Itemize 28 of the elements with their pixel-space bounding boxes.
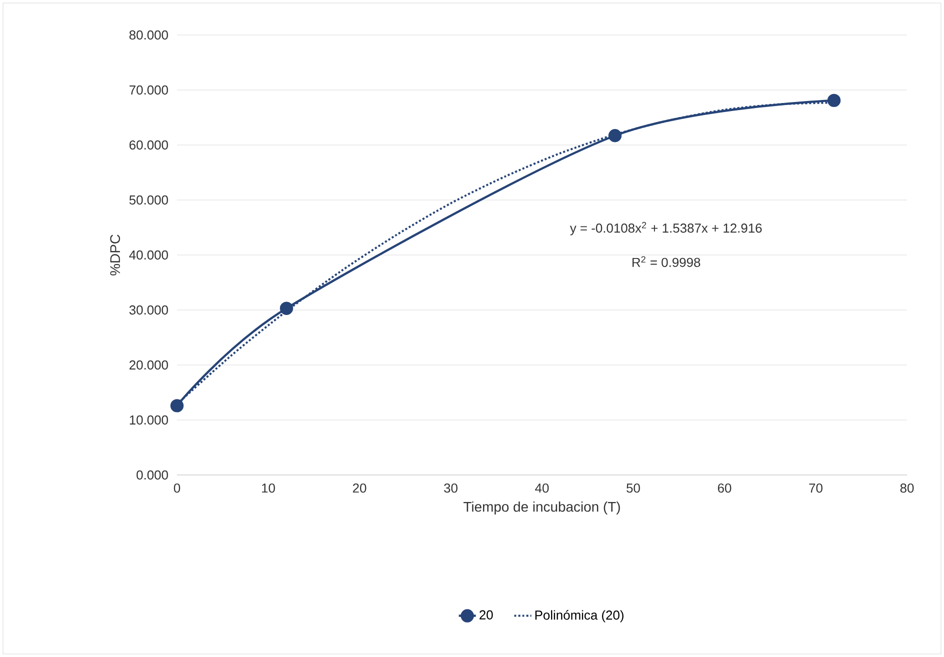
legend-label: 20	[480, 610, 493, 620]
annotation: R$^{2}$ = 0.9998	[632, 256, 700, 267]
point	[170, 399, 184, 412]
x-axis-title: Tiempo de incubacion (T)	[464, 502, 620, 514]
y-axis-title: %DPC	[110, 234, 120, 276]
y-tick-label: 10.000	[130, 415, 168, 425]
y-tick-label: 70.000	[130, 85, 168, 95]
x-tick-label: 0	[174, 484, 180, 493]
x-tick-label: 60	[718, 484, 732, 493]
y-tick-label: 80.000	[129, 30, 168, 40]
point	[608, 129, 622, 142]
y-tick-label: 0.000	[136, 470, 168, 480]
y-tick-label: 20.000	[130, 360, 168, 370]
legend-label: Polinómica (20)	[535, 610, 624, 622]
x-tick-label: 20	[352, 484, 366, 493]
y-tick-label: 50.000	[129, 195, 168, 205]
y-tick-label: 30.000	[129, 305, 168, 315]
y-tick-label: 60.000	[130, 140, 168, 150]
x-tick-label: 30	[444, 484, 458, 493]
x-tick-label: 80	[900, 484, 914, 493]
point	[280, 302, 294, 315]
x-tick-label: 40	[535, 484, 549, 493]
y-tick-label: 40.000	[129, 250, 168, 260]
x-tick-label: 10	[262, 484, 275, 493]
annotation: y = -0.0108x$^{2}$ + 1.5387x + 12.916	[570, 222, 762, 236]
x-tick-label: 70	[809, 484, 822, 493]
point	[827, 94, 841, 108]
x-tick-label: 50	[626, 484, 640, 493]
